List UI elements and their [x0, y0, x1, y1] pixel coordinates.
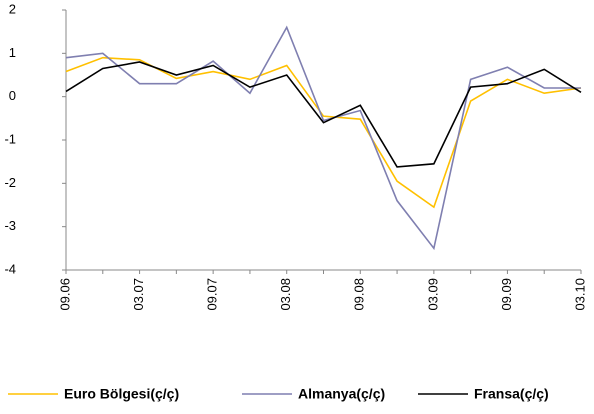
y-tick-label: 0: [9, 88, 16, 103]
series-line: [65, 61, 582, 168]
x-tick-label: 09.08: [352, 278, 367, 311]
legend-label: Fransa(ç/ç): [474, 386, 549, 402]
series-line: [65, 25, 581, 251]
y-tick-label: 2: [9, 1, 16, 16]
legend-label: Almanya(ç/ç): [298, 386, 385, 402]
y-tick-label: -2: [4, 175, 16, 190]
x-tick-label: 09.06: [57, 278, 72, 311]
x-tick-label: 09.09: [499, 278, 514, 311]
y-tick-label: -4: [4, 261, 16, 276]
x-tick-label: 09.07: [205, 278, 220, 311]
x-tick-label: 03.10: [572, 278, 587, 311]
y-tick-label: -1: [4, 131, 16, 146]
x-tick-label: 03.07: [131, 278, 146, 311]
x-tick-label: 03.09: [425, 278, 440, 311]
x-tick-label: 03.08: [278, 278, 293, 311]
series-line: [65, 56, 582, 209]
legend-label: Euro Bölgesi(ç/ç): [64, 386, 179, 402]
y-tick-label: 1: [9, 45, 16, 60]
y-tick-label: -3: [4, 218, 16, 233]
